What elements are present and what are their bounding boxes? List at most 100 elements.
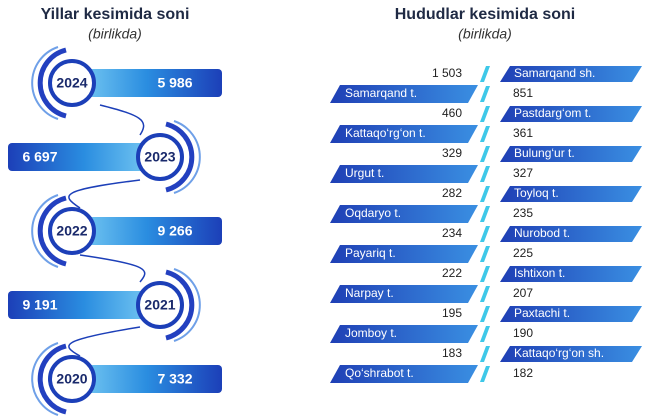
region-bar [500,186,642,202]
value: 9 191 [22,297,57,313]
year-circle [48,355,96,403]
region-label: Samarqand sh. [514,66,595,80]
value: 9 266 [157,223,192,239]
value-bar [72,365,222,393]
ring-arc [31,194,59,268]
divider [480,186,490,202]
region-bar [330,325,478,343]
divider [480,106,490,122]
divider [480,246,490,262]
value-bar [8,143,160,171]
divider [480,226,490,242]
region-bar [330,365,478,383]
region-bar [330,85,478,103]
value-bar [8,291,160,319]
divider [480,266,490,282]
region-label: Narpay t. [345,286,394,300]
region-value: 190 [513,326,533,340]
region-value: 329 [442,146,462,160]
divider [480,66,490,82]
region-value: 222 [442,266,462,280]
region-label: Urgut t. [345,166,384,180]
region-label: Kattaqo‘rg‘on t. [345,126,426,140]
region-bar [500,146,642,162]
years-title: Yillar kesimida soni [41,6,190,23]
region-label: Kattaqo‘rg‘on sh. [514,346,604,360]
region-label: Jomboy t. [345,326,397,340]
ring-arc [37,47,67,119]
value: 6 697 [22,149,57,165]
region-bar [500,346,642,362]
region-label: Pastdarg‘om t. [514,106,591,120]
region-value: 183 [442,346,462,360]
ring-arc [173,268,201,342]
region-label: Paxtachi t. [514,306,570,320]
region-bar [330,125,478,143]
divider [480,146,490,162]
region-value: 234 [442,226,462,240]
year: 2023 [144,149,175,165]
year-circle [48,59,96,107]
region-label: Toyloq t. [514,186,559,200]
divider [480,126,490,142]
region-label: Ishtixon t. [514,266,565,280]
ring-arc [31,342,59,416]
region-bar [500,266,642,282]
ring-arc [37,343,67,415]
regions-subtitle: (birlikda) [458,26,512,42]
region-label: Qo‘shrabot t. [345,366,414,380]
ring-arc [173,120,201,194]
year: 2021 [144,297,175,313]
region-label: Nurobod t. [514,226,570,240]
years-subtitle: (birlikda) [88,26,142,42]
region-label: Samarqand t. [345,86,417,100]
divider [480,86,490,102]
year: 2020 [56,371,87,387]
region-bar [500,66,642,82]
ring-arc [31,46,59,120]
year-circle [136,281,184,329]
region-bar [330,165,478,183]
divider [480,306,490,322]
ring-arc [37,195,67,267]
region-bar [330,205,478,223]
value: 5 986 [157,75,192,91]
divider [480,206,490,222]
region-value: 182 [513,366,533,380]
divider [480,166,490,182]
region-value: 851 [513,86,533,100]
region-bar [330,245,478,263]
year: 2022 [56,223,87,239]
region-value: 327 [513,166,533,180]
divider [480,346,490,362]
value-bar [72,69,222,97]
region-bar [500,106,642,122]
year: 2024 [56,75,87,91]
region-value: 460 [442,106,462,120]
region-value: 282 [442,186,462,200]
region-label: Oqdaryo t. [345,206,401,220]
ring-arc [165,121,195,193]
region-value: 1 503 [432,66,462,80]
region-value: 207 [513,286,533,300]
region-bar [330,285,478,303]
regions-title: Hududlar kesimida soni [395,6,575,23]
region-bar [500,226,642,242]
divider [480,286,490,302]
value-bar [72,217,222,245]
year-circle [136,133,184,181]
region-label: Payariq t. [345,246,396,260]
value: 7 332 [157,371,192,387]
divider [480,366,490,382]
region-value: 361 [513,126,533,140]
connector [68,104,146,357]
ring-arc [165,269,195,341]
divider [480,326,490,342]
year-circle [48,207,96,255]
region-label: Bulung‘ur t. [514,146,575,160]
region-value: 225 [513,246,533,260]
region-value: 195 [442,306,462,320]
region-bar [500,306,642,322]
region-value: 235 [513,206,533,220]
